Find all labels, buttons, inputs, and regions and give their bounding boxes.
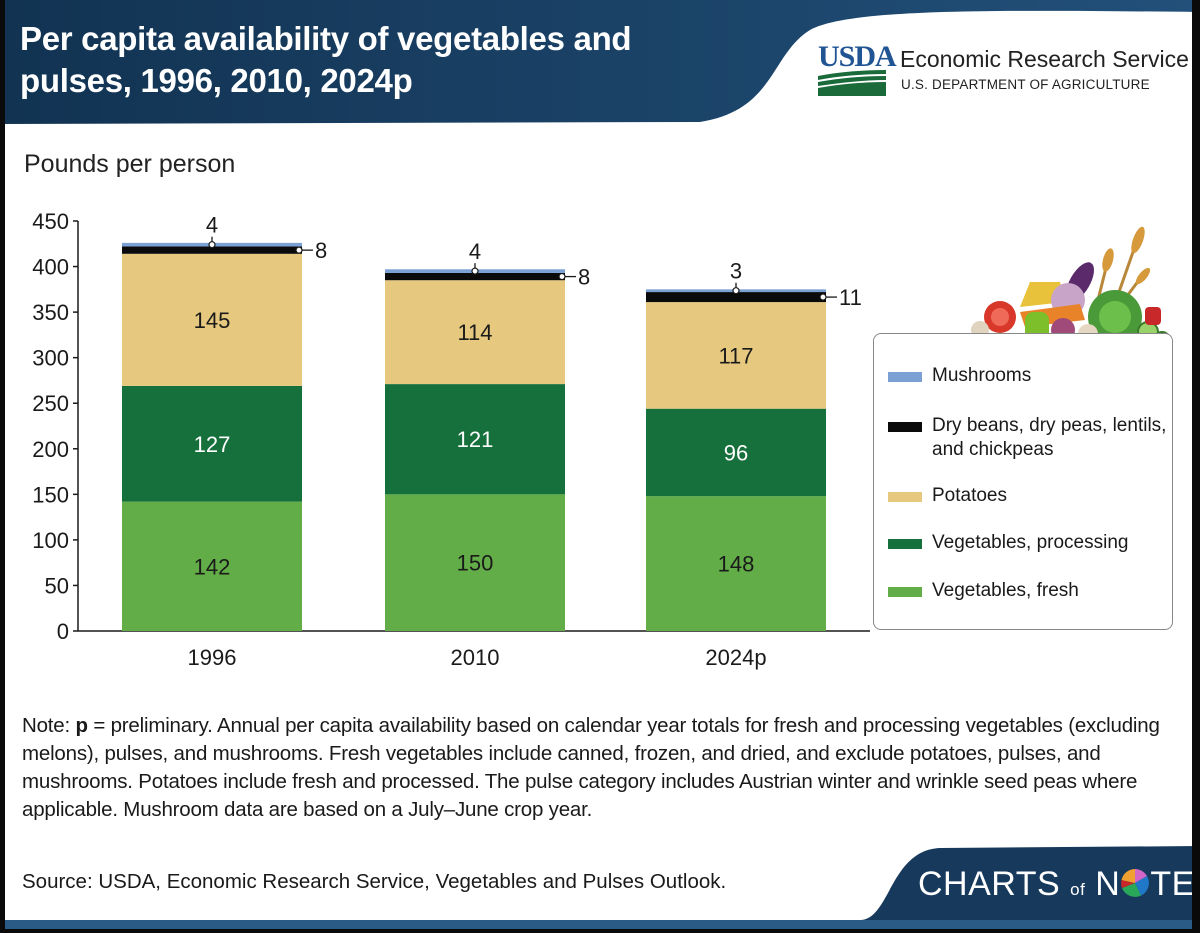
y-tick-label: 50 (45, 573, 69, 598)
callout-dot (295, 246, 303, 254)
data-label-veg_processing: 127 (194, 432, 231, 457)
data-label-mushrooms: 4 (206, 213, 218, 238)
data-label-veg_fresh: 150 (457, 551, 494, 576)
x-category-label: 2010 (451, 645, 500, 670)
usda-field-icon (818, 70, 886, 96)
agency-name: Economic Research Service (900, 46, 1189, 72)
x-category-label: 1996 (188, 645, 237, 670)
footnote: Note: p = preliminary. Annual per capita… (22, 712, 1182, 824)
note-bold-p: p (75, 714, 89, 737)
data-label-pulses: 8 (578, 265, 590, 290)
y-axis-title: Pounds per person (24, 150, 236, 178)
note-text: = preliminary. Annual per capita availab… (22, 714, 1160, 821)
frame-border-right (1192, 0, 1200, 933)
legend-label: Vegetables, processing (932, 532, 1129, 553)
page-title: Per capita availability of vegetables an… (20, 18, 740, 102)
legend-swatch (888, 587, 922, 597)
usda-wordmark: USDA (818, 40, 897, 73)
legend-item-potatoes: Potatoes (888, 484, 1172, 508)
bar-segment-veg_processing-2010 (385, 384, 565, 495)
frame-border-bottom (0, 929, 1200, 933)
bars (122, 242, 826, 631)
brand-n: N (1095, 865, 1121, 903)
legend-swatch (888, 492, 922, 502)
legend-swatch (888, 422, 922, 432)
y-tick-label: 0 (57, 619, 69, 644)
y-tick-label: 400 (32, 255, 69, 280)
brand-charts: CHARTS (918, 865, 1061, 903)
bar-segment-pulses-1996 (122, 246, 302, 254)
bar-segment-veg_fresh-2010 (385, 494, 565, 631)
data-label-mushrooms: 4 (469, 239, 481, 264)
data-label-pulses: 11 (839, 285, 862, 310)
legend-swatch (888, 372, 922, 382)
y-tick-label: 350 (32, 300, 69, 325)
bar-segment-potatoes-2010 (385, 280, 565, 385)
bar-segment-veg_fresh-1996 (122, 501, 302, 631)
legend-label: Dry beans, dry peas, lentils, and chickp… (932, 415, 1167, 460)
title-line-2: pulses, 1996, 2010, 2024p (20, 62, 413, 99)
y-axis: 0 50 100 150 200 250 300 350 400 450 (32, 209, 870, 644)
bar-segment-veg_processing-1996 (122, 385, 302, 502)
legend-item-pulses: Dry beans, dry peas, lentils, and chickp… (888, 414, 1172, 462)
bar-segment-veg_fresh-2024p (646, 496, 826, 631)
legend-item-mushrooms: Mushrooms (888, 364, 1172, 388)
usda-ers-logo: USDA Economic Research Service U.S. DEPA… (818, 40, 1189, 100)
y-tick-label: 150 (32, 482, 69, 507)
callout-dot (819, 293, 827, 301)
note-prefix: Note: (22, 714, 76, 737)
y-tick-label: 200 (32, 437, 69, 462)
bar-segment-potatoes-2024p (646, 302, 826, 409)
source-line: Source: USDA, Economic Research Service,… (22, 870, 727, 893)
pie-o-icon (1121, 869, 1150, 897)
y-tick-label: 100 (32, 528, 69, 553)
brand-of: of (1070, 880, 1086, 899)
data-label-potatoes: 114 (457, 320, 492, 345)
data-label-potatoes: 145 (194, 308, 231, 333)
bar-segment-veg_processing-2024p (646, 408, 826, 497)
data-labels: 142 127 145 8 4 150 121 114 8 4 148 96 117 11 3 (194, 213, 862, 580)
legend-item-veg_processing: Vegetables, processing (888, 531, 1172, 555)
y-tick-label: 450 (32, 209, 69, 234)
frame-border-left (0, 0, 5, 933)
brand-te: TE (1150, 865, 1195, 903)
data-label-veg_fresh: 142 (194, 554, 231, 579)
data-label-pulses: 8 (315, 238, 327, 263)
legend-label: Mushrooms (932, 365, 1032, 386)
data-label-mushrooms: 3 (730, 259, 742, 284)
legend-label: Potatoes (932, 485, 1007, 506)
data-label-potatoes: 117 (718, 343, 753, 368)
footer-banner (0, 846, 1200, 933)
legend-label: Vegetables, fresh (932, 580, 1079, 601)
y-tick-label: 250 (32, 391, 69, 416)
callout-dot (471, 267, 479, 275)
callout-dot (732, 287, 740, 295)
vegetables-illustration-icon (965, 226, 1170, 349)
callout-dot (558, 272, 566, 281)
title-line-1: Per capita availability of vegetables an… (20, 20, 632, 57)
callout-dot (208, 241, 216, 249)
legend-swatch (888, 539, 922, 549)
chart-legend: Mushrooms Dry beans, dry peas, lentils, a… (873, 333, 1173, 630)
x-axis-labels: 1996 2010 2024p (188, 645, 767, 670)
charts-of-note-brand: CHARTS of N TE (918, 865, 1195, 904)
data-label-veg_processing: 96 (724, 440, 748, 465)
bar-segment-potatoes-1996 (122, 253, 302, 386)
bar-segment-pulses-2024p (646, 292, 826, 303)
x-category-label: 2024p (705, 645, 766, 670)
y-tick-label: 300 (32, 346, 69, 371)
data-label-veg_processing: 121 (457, 427, 494, 452)
bar-segment-pulses-2010 (385, 272, 565, 281)
header-banner (0, 0, 1200, 124)
legend-item-veg_fresh: Vegetables, fresh (888, 579, 1172, 603)
data-label-veg_fresh: 148 (718, 552, 755, 577)
department-name: U.S. DEPARTMENT OF AGRICULTURE (901, 77, 1150, 92)
